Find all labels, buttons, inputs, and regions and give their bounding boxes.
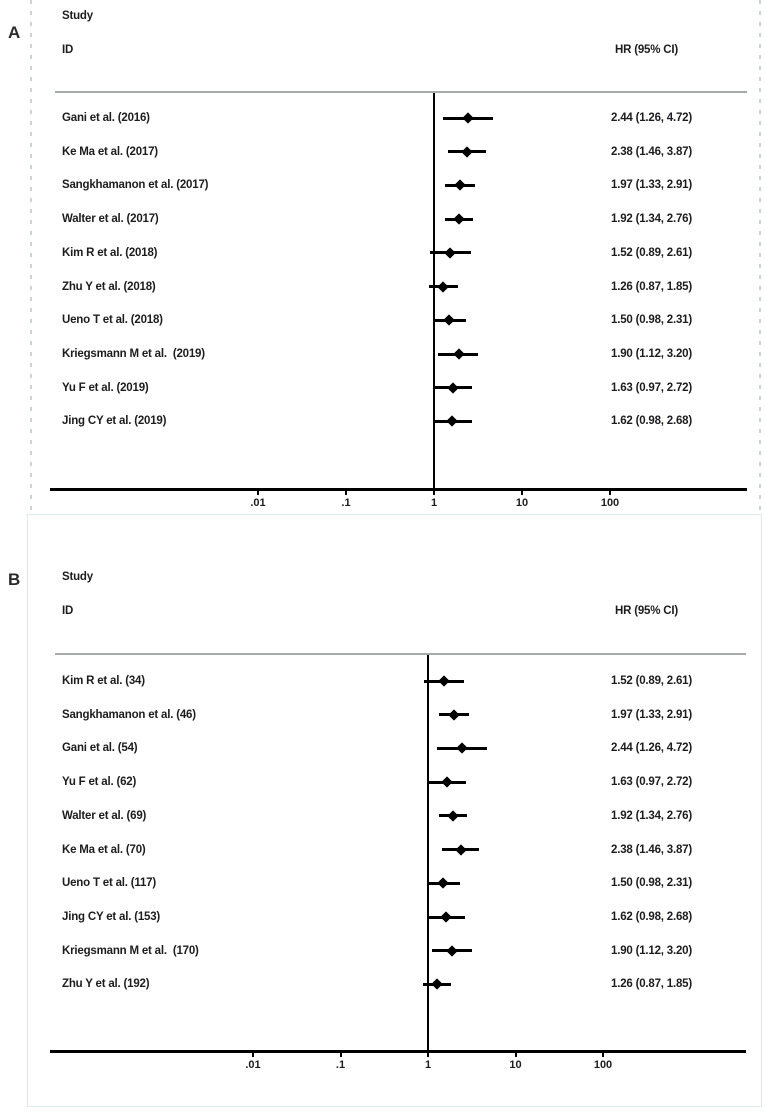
study-label: Ke Ma et al. (2017) <box>62 145 158 158</box>
study-label: Sangkhamanon et al. (46) <box>62 708 196 721</box>
hr-point-diamond <box>446 415 459 428</box>
axis-tick-label: .01 <box>245 1059 261 1071</box>
hr-value: 2.38 (1.46, 3.87) <box>611 145 692 158</box>
panel-b-col-id: ID <box>62 605 74 617</box>
axis-tick-label: 100 <box>600 497 620 509</box>
hr-value: 1.97 (1.33, 2.91) <box>611 708 692 721</box>
hr-point-diamond <box>447 382 459 394</box>
hr-value: 1.50 (0.98, 2.31) <box>611 877 692 890</box>
hr-value: 1.62 (0.98, 2.68) <box>611 415 692 428</box>
hr-point-diamond <box>462 112 474 124</box>
study-label: Sangkhamanon et al. (2017) <box>62 179 209 192</box>
axis-tick-label: 100 <box>593 1059 613 1071</box>
study-label: Jing CY et al. (2019) <box>62 415 167 428</box>
axis-tick-label: 1 <box>424 1059 432 1071</box>
hr-value: 2.44 (1.26, 4.72) <box>611 742 692 755</box>
hr-point-diamond <box>437 280 449 293</box>
study-label: Zhu Y et al. (192) <box>62 978 150 991</box>
axis-tick <box>433 488 435 495</box>
axis-tick <box>252 1050 254 1057</box>
study-label: Kriegsmann M et al. (2019) <box>62 348 205 361</box>
hr-value: 1.50 (0.98, 2.31) <box>611 314 692 327</box>
axis-tick-label: .01 <box>250 497 266 509</box>
hr-value: 1.63 (0.97, 2.72) <box>611 381 692 394</box>
hr-point-diamond <box>454 179 466 192</box>
axis-tick-label: 10 <box>515 497 529 509</box>
study-label: Yu F et al. (62) <box>62 776 137 789</box>
study-label: Kim R et al. (34) <box>62 675 145 687</box>
panel-b-col-hr: HR (95% CI) <box>615 605 678 617</box>
panel-b-label: B <box>8 570 21 589</box>
study-label: Kriegsmann M et al. (170) <box>62 944 199 957</box>
study-label: Jing CY et al. (153) <box>62 911 161 924</box>
study-label: Gani et al. (54) <box>62 742 138 755</box>
study-label: Ke Ma et al. (70) <box>62 843 146 856</box>
hr-point-diamond <box>443 314 456 326</box>
hr-point-diamond <box>453 213 465 225</box>
axis-tick <box>427 1050 429 1057</box>
study-label: Ueno T et al. (117) <box>62 877 156 890</box>
hr-value: 1.97 (1.33, 2.91) <box>611 179 692 192</box>
panel-a-col-hr: HR (95% CI) <box>615 44 678 56</box>
panel-a-reference-line <box>433 93 435 489</box>
panel-a-right-guide <box>759 0 761 510</box>
panel-b-header-separator <box>55 653 746 655</box>
hr-value: 1.92 (1.34, 2.76) <box>611 213 692 226</box>
panel-a-header-separator <box>55 91 747 93</box>
hr-value: 1.63 (0.97, 2.72) <box>611 776 692 789</box>
hr-value: 1.26 (0.87, 1.85) <box>611 280 692 293</box>
axis-tick-label: .1 <box>341 497 351 509</box>
hr-value: 2.44 (1.26, 4.72) <box>611 112 692 124</box>
panel-a-left-guide <box>30 0 32 510</box>
axis-tick <box>521 488 523 495</box>
study-label: Walter et al. (69) <box>62 809 147 822</box>
axis-tick <box>257 488 259 495</box>
panel-a-x-axis <box>50 488 747 491</box>
study-label: Zhu Y et al. (2018) <box>62 280 156 293</box>
panel-b-reference-line <box>427 655 429 1051</box>
panel-a-col-id: ID <box>62 44 74 56</box>
hr-value: 1.92 (1.34, 2.76) <box>611 809 692 822</box>
hr-value: 1.90 (1.12, 3.20) <box>611 944 692 957</box>
axis-tick <box>602 1050 604 1057</box>
panel-b-box <box>27 514 762 1107</box>
study-label: Ueno T et al. (2018) <box>62 314 163 327</box>
hr-point-diamond <box>444 247 456 259</box>
study-label: Kim R et al. (2018) <box>62 246 158 259</box>
panel-a-col-study: Study <box>62 10 93 22</box>
hr-value: 1.62 (0.98, 2.68) <box>611 911 692 924</box>
panel-a-label: A <box>8 23 21 42</box>
panel-b-col-study: Study <box>62 571 93 583</box>
panel-b-x-axis <box>50 1050 746 1053</box>
hr-value: 1.90 (1.12, 3.20) <box>611 348 692 361</box>
hr-point-diamond <box>452 348 465 360</box>
axis-tick <box>609 488 611 495</box>
study-label: Yu F et al. (2019) <box>62 381 149 394</box>
hr-point-diamond <box>461 146 473 158</box>
hr-value: 2.38 (1.46, 3.87) <box>611 843 692 856</box>
hr-value: 1.52 (0.89, 2.61) <box>611 246 692 259</box>
study-label: Gani et al. (2016) <box>62 112 150 124</box>
axis-tick <box>345 488 347 495</box>
axis-tick-label: 10 <box>509 1059 522 1071</box>
axis-tick <box>514 1050 517 1057</box>
axis-tick-label: 1 <box>430 497 438 509</box>
axis-tick <box>339 1050 342 1057</box>
study-label: Walter et al. (2017) <box>62 213 159 226</box>
hr-value: 1.26 (0.87, 1.85) <box>611 978 692 991</box>
hr-value: 1.52 (0.89, 2.61) <box>611 675 692 687</box>
axis-tick-label: .1 <box>335 1059 346 1071</box>
